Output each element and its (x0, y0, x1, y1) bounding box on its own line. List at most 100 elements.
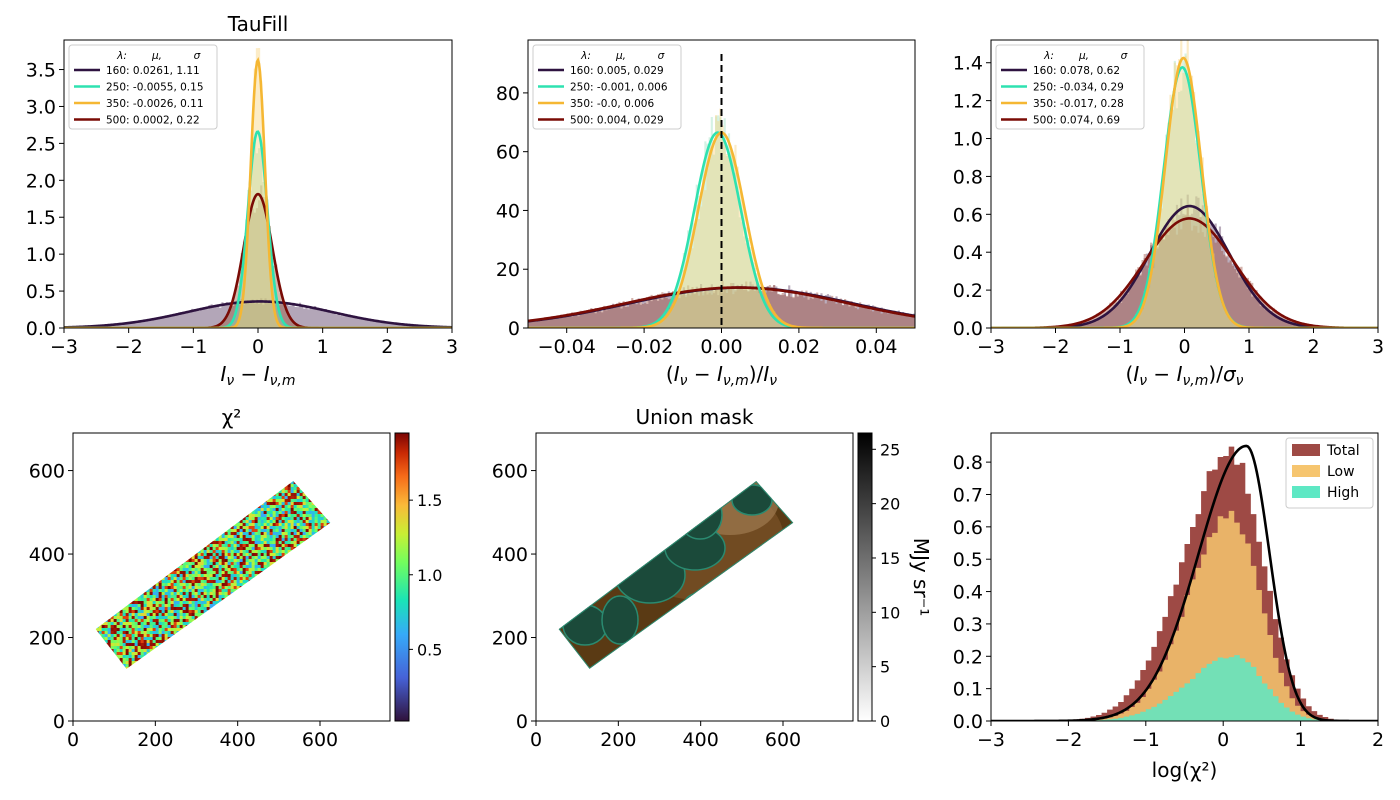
chi2-pixel (314, 532, 318, 536)
chi2-pixel (245, 559, 249, 563)
chi2-pixel (248, 583, 252, 587)
chi2-pixel (215, 559, 219, 563)
chi2-pixel (194, 565, 198, 569)
chi2-pixel (260, 643, 264, 647)
chi2-pixel (179, 586, 183, 590)
chi2-pixel (131, 583, 135, 587)
chi2-pixel (314, 535, 318, 539)
chi2-pixel (269, 631, 273, 635)
chi2-pixel (230, 517, 234, 521)
chi2-pixel (320, 583, 324, 587)
chi2-pixel (308, 613, 312, 617)
chi2-pixel (281, 538, 285, 542)
chi2-pixel (98, 580, 102, 584)
chi2-pixel (242, 511, 246, 515)
chi2-pixel (209, 616, 213, 620)
chi2-pixel (95, 658, 99, 662)
chi2-pixel (107, 508, 111, 512)
chi2-pixel (101, 505, 105, 509)
chi2-pixel (305, 646, 309, 650)
chi2-pixel (161, 646, 165, 650)
chi2-pixel (203, 529, 207, 533)
chi2-pixel (152, 583, 156, 587)
chi2-pixel (293, 529, 297, 533)
chi2-pixel (149, 520, 153, 524)
chi2-pixel (257, 484, 261, 488)
chi2-pixel (101, 538, 105, 542)
chi2-pixel (158, 598, 162, 602)
x-tick-label: 0.02 (778, 336, 820, 358)
chi2-pixel (164, 613, 168, 617)
chi2-pixel (143, 526, 147, 530)
chi2-pixel (164, 559, 168, 563)
chi2-pixel (161, 556, 165, 560)
chi2-pixel (113, 481, 117, 485)
chi2-pixel (116, 505, 120, 509)
chi2-pixel (113, 604, 117, 608)
chi2-pixel (302, 565, 306, 569)
chi2-pixel (314, 481, 318, 485)
chi2-pixel (107, 523, 111, 527)
chi2-pixel (152, 586, 156, 590)
chi2-pixel (143, 589, 147, 593)
chi2-pixel (188, 583, 192, 587)
x-tick-label: 3 (1372, 336, 1384, 358)
chi2-pixel (152, 574, 156, 578)
chi2-pixel (143, 523, 147, 527)
chi2-pixel (311, 493, 315, 497)
chi2-pixel (269, 562, 273, 566)
legend-entry-250: 250: -0.001, 0.006 (570, 82, 668, 94)
chi2-pixel (299, 580, 303, 584)
chi2-pixel (197, 565, 201, 569)
chi2-pixel (173, 658, 177, 662)
chi2-pixel (329, 583, 331, 587)
chi2-pixel (239, 517, 243, 521)
chi2-pixel (239, 580, 243, 584)
chi2-pixel (245, 619, 249, 623)
chi2-pixel (230, 511, 234, 515)
chi2-pixel (212, 652, 216, 656)
chi2-pixel (251, 553, 255, 557)
chi2-pixel (161, 541, 165, 545)
chi2-pixel (143, 592, 147, 596)
chi2-pixel (188, 571, 192, 575)
chi2-pixel (308, 535, 312, 539)
chi2-pixel (104, 505, 108, 509)
chi2-pixel (296, 538, 300, 542)
chi2-pixel (296, 646, 300, 650)
chi2-pixel (311, 574, 315, 578)
chi2-pixel (251, 544, 255, 548)
chi2-pixel (272, 493, 276, 497)
chi2-pixel (212, 481, 216, 485)
chi2-pixel (152, 598, 156, 602)
chi2-pixel (275, 616, 279, 620)
chi2-pixel (254, 517, 258, 521)
chi2-pixel (119, 541, 123, 545)
chi2-pixel (242, 604, 246, 608)
chi2-pixel (161, 535, 165, 539)
chi2-pixel (176, 535, 180, 539)
chi2-pixel (314, 607, 318, 611)
chi2-pixel (122, 643, 126, 647)
chi2-pixel (230, 490, 234, 494)
chi2-pixel (170, 514, 174, 518)
chi2-pixel (272, 565, 276, 569)
chi2-pixel (272, 658, 276, 662)
panel-2: −3 −2 −1 0 1 2 30.00.20.40.60.81.01.21.4(Iν − … (953, 39, 1384, 389)
chi2-pixel (308, 517, 312, 521)
chi2-pixel (245, 529, 249, 533)
chi2-pixel (320, 529, 324, 533)
chi2-pixel (317, 565, 321, 569)
chi2-pixel (311, 634, 315, 638)
chi2-pixel (176, 622, 180, 626)
chi2-pixel (269, 553, 273, 557)
chi2-pixel (230, 550, 234, 554)
chi2-pixel (320, 565, 324, 569)
chi2-pixel (317, 499, 321, 503)
chi2-pixel (242, 538, 246, 542)
chi2-pixel (215, 568, 219, 572)
chi2-pixel (260, 631, 264, 635)
chi2-pixel (305, 628, 309, 632)
chi2-pixel (113, 532, 117, 536)
chi2-pixel (290, 505, 294, 509)
